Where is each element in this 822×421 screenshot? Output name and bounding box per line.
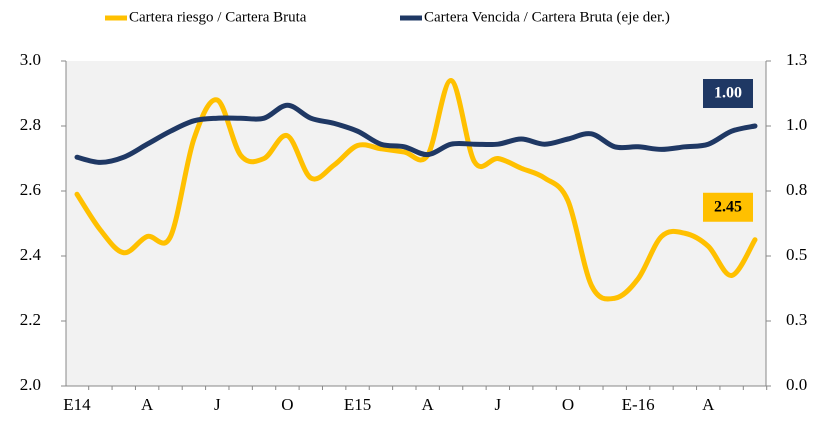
x-tick-label: A [702, 395, 715, 414]
x-tick-label: A [141, 395, 154, 414]
x-tick-label: E15 [344, 395, 371, 414]
y-tick-label: 2.4 [20, 245, 42, 264]
value-label: 1.00 [714, 85, 742, 102]
series-line [74, 102, 758, 165]
y2-tick-label: 1.3 [786, 50, 807, 69]
legend-label: Cartera riesgo / Cartera Bruta [129, 9, 307, 25]
x-tick-label: O [562, 395, 574, 414]
x-tick-label: E14 [63, 395, 91, 414]
value-label-box [703, 79, 753, 108]
y-tick-label: 2.0 [20, 375, 41, 394]
y2-tick-label: 0.5 [786, 245, 807, 264]
y-tick-label: 2.8 [20, 115, 41, 134]
x-tick-label: J [495, 395, 502, 414]
x-tick-label: A [422, 395, 435, 414]
series-line [74, 77, 758, 302]
x-tick-label: O [281, 395, 293, 414]
y-tick-label: 2.2 [20, 310, 41, 329]
plot-area [66, 61, 766, 386]
y-tick-label: 3.0 [20, 50, 41, 69]
y2-tick-label: 1.0 [786, 115, 807, 134]
y-tick-label: 2.6 [20, 180, 41, 199]
y2-tick-label: 0.0 [786, 375, 807, 394]
x-tick-label: J [214, 395, 221, 414]
x-tick-label: E-16 [622, 395, 655, 414]
value-label: 2.45 [714, 198, 742, 215]
y2-tick-label: 0.8 [786, 180, 807, 199]
y2-tick-label: 0.3 [786, 310, 807, 329]
legend-label: Cartera Vencida / Cartera Bruta (eje der… [424, 9, 670, 25]
value-label-box [703, 192, 753, 222]
